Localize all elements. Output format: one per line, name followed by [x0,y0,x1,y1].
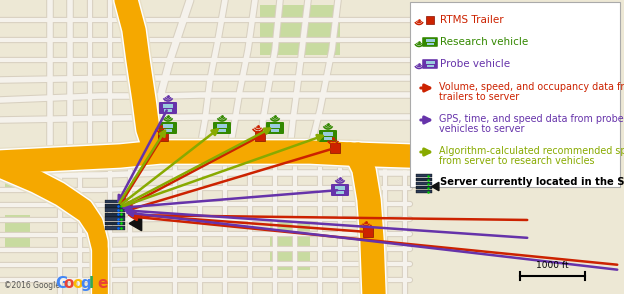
Text: from server to research vehicles: from server to research vehicles [439,156,595,166]
Polygon shape [5,215,30,250]
Text: l: l [89,276,94,291]
Text: e: e [97,276,108,291]
Polygon shape [426,16,434,24]
Text: vehicles to server: vehicles to server [439,124,525,134]
Bar [105,226,125,230]
FancyBboxPatch shape [159,122,177,134]
Bar [164,129,172,132]
Bar [163,104,173,108]
Bar [218,129,226,132]
Bar [105,200,125,203]
Polygon shape [270,220,310,270]
Text: Research vehicle: Research vehicle [440,37,529,47]
FancyBboxPatch shape [331,184,349,196]
Text: Probe vehicle: Probe vehicle [440,59,510,69]
Polygon shape [330,143,340,153]
Text: g: g [80,276,91,291]
Text: o: o [72,276,82,291]
Bar [105,208,125,212]
Text: Volume, speed, and occupancy data from: Volume, speed, and occupancy data from [439,82,624,92]
Text: GPS, time, and speed data from probe: GPS, time, and speed data from probe [439,114,623,124]
Bar [426,61,434,64]
Bar [426,64,434,67]
FancyBboxPatch shape [266,122,284,134]
FancyBboxPatch shape [422,37,438,47]
Bar [105,204,125,208]
Bar [416,178,432,181]
FancyBboxPatch shape [159,102,177,114]
FancyBboxPatch shape [319,130,337,142]
Text: ©2016 Google: ©2016 Google [4,281,60,290]
Bar [416,182,432,185]
Text: G: G [55,276,67,291]
Text: Algorithm-calculated recommended speed: Algorithm-calculated recommended speed [439,146,624,156]
Polygon shape [255,131,265,141]
Bar [163,124,173,128]
Bar [324,137,332,140]
Polygon shape [5,155,35,190]
Text: o: o [64,276,74,291]
Bar [164,109,172,112]
Bar [105,222,125,225]
Text: RTMS Trailer: RTMS Trailer [440,15,504,25]
Text: Server currently located in the Saxton Lab: Server currently located in the Saxton L… [440,177,624,187]
FancyBboxPatch shape [422,59,438,69]
Bar [426,39,434,42]
Bar [105,213,125,217]
Polygon shape [158,131,168,141]
Bar [416,190,432,193]
Bar [336,191,344,194]
Text: trailers to server: trailers to server [439,92,519,102]
Bar [416,186,432,189]
Bar [426,43,434,45]
Text: 1000 ft: 1000 ft [536,261,569,270]
Bar [416,174,432,177]
Bar [410,2,620,187]
Polygon shape [363,227,373,237]
Bar [323,132,333,136]
Bar [217,124,227,128]
Bar [335,186,345,190]
Bar [271,129,279,132]
Polygon shape [260,5,340,55]
Bar [105,217,125,221]
Bar [430,50,510,105]
FancyBboxPatch shape [213,122,231,134]
Bar [270,124,280,128]
